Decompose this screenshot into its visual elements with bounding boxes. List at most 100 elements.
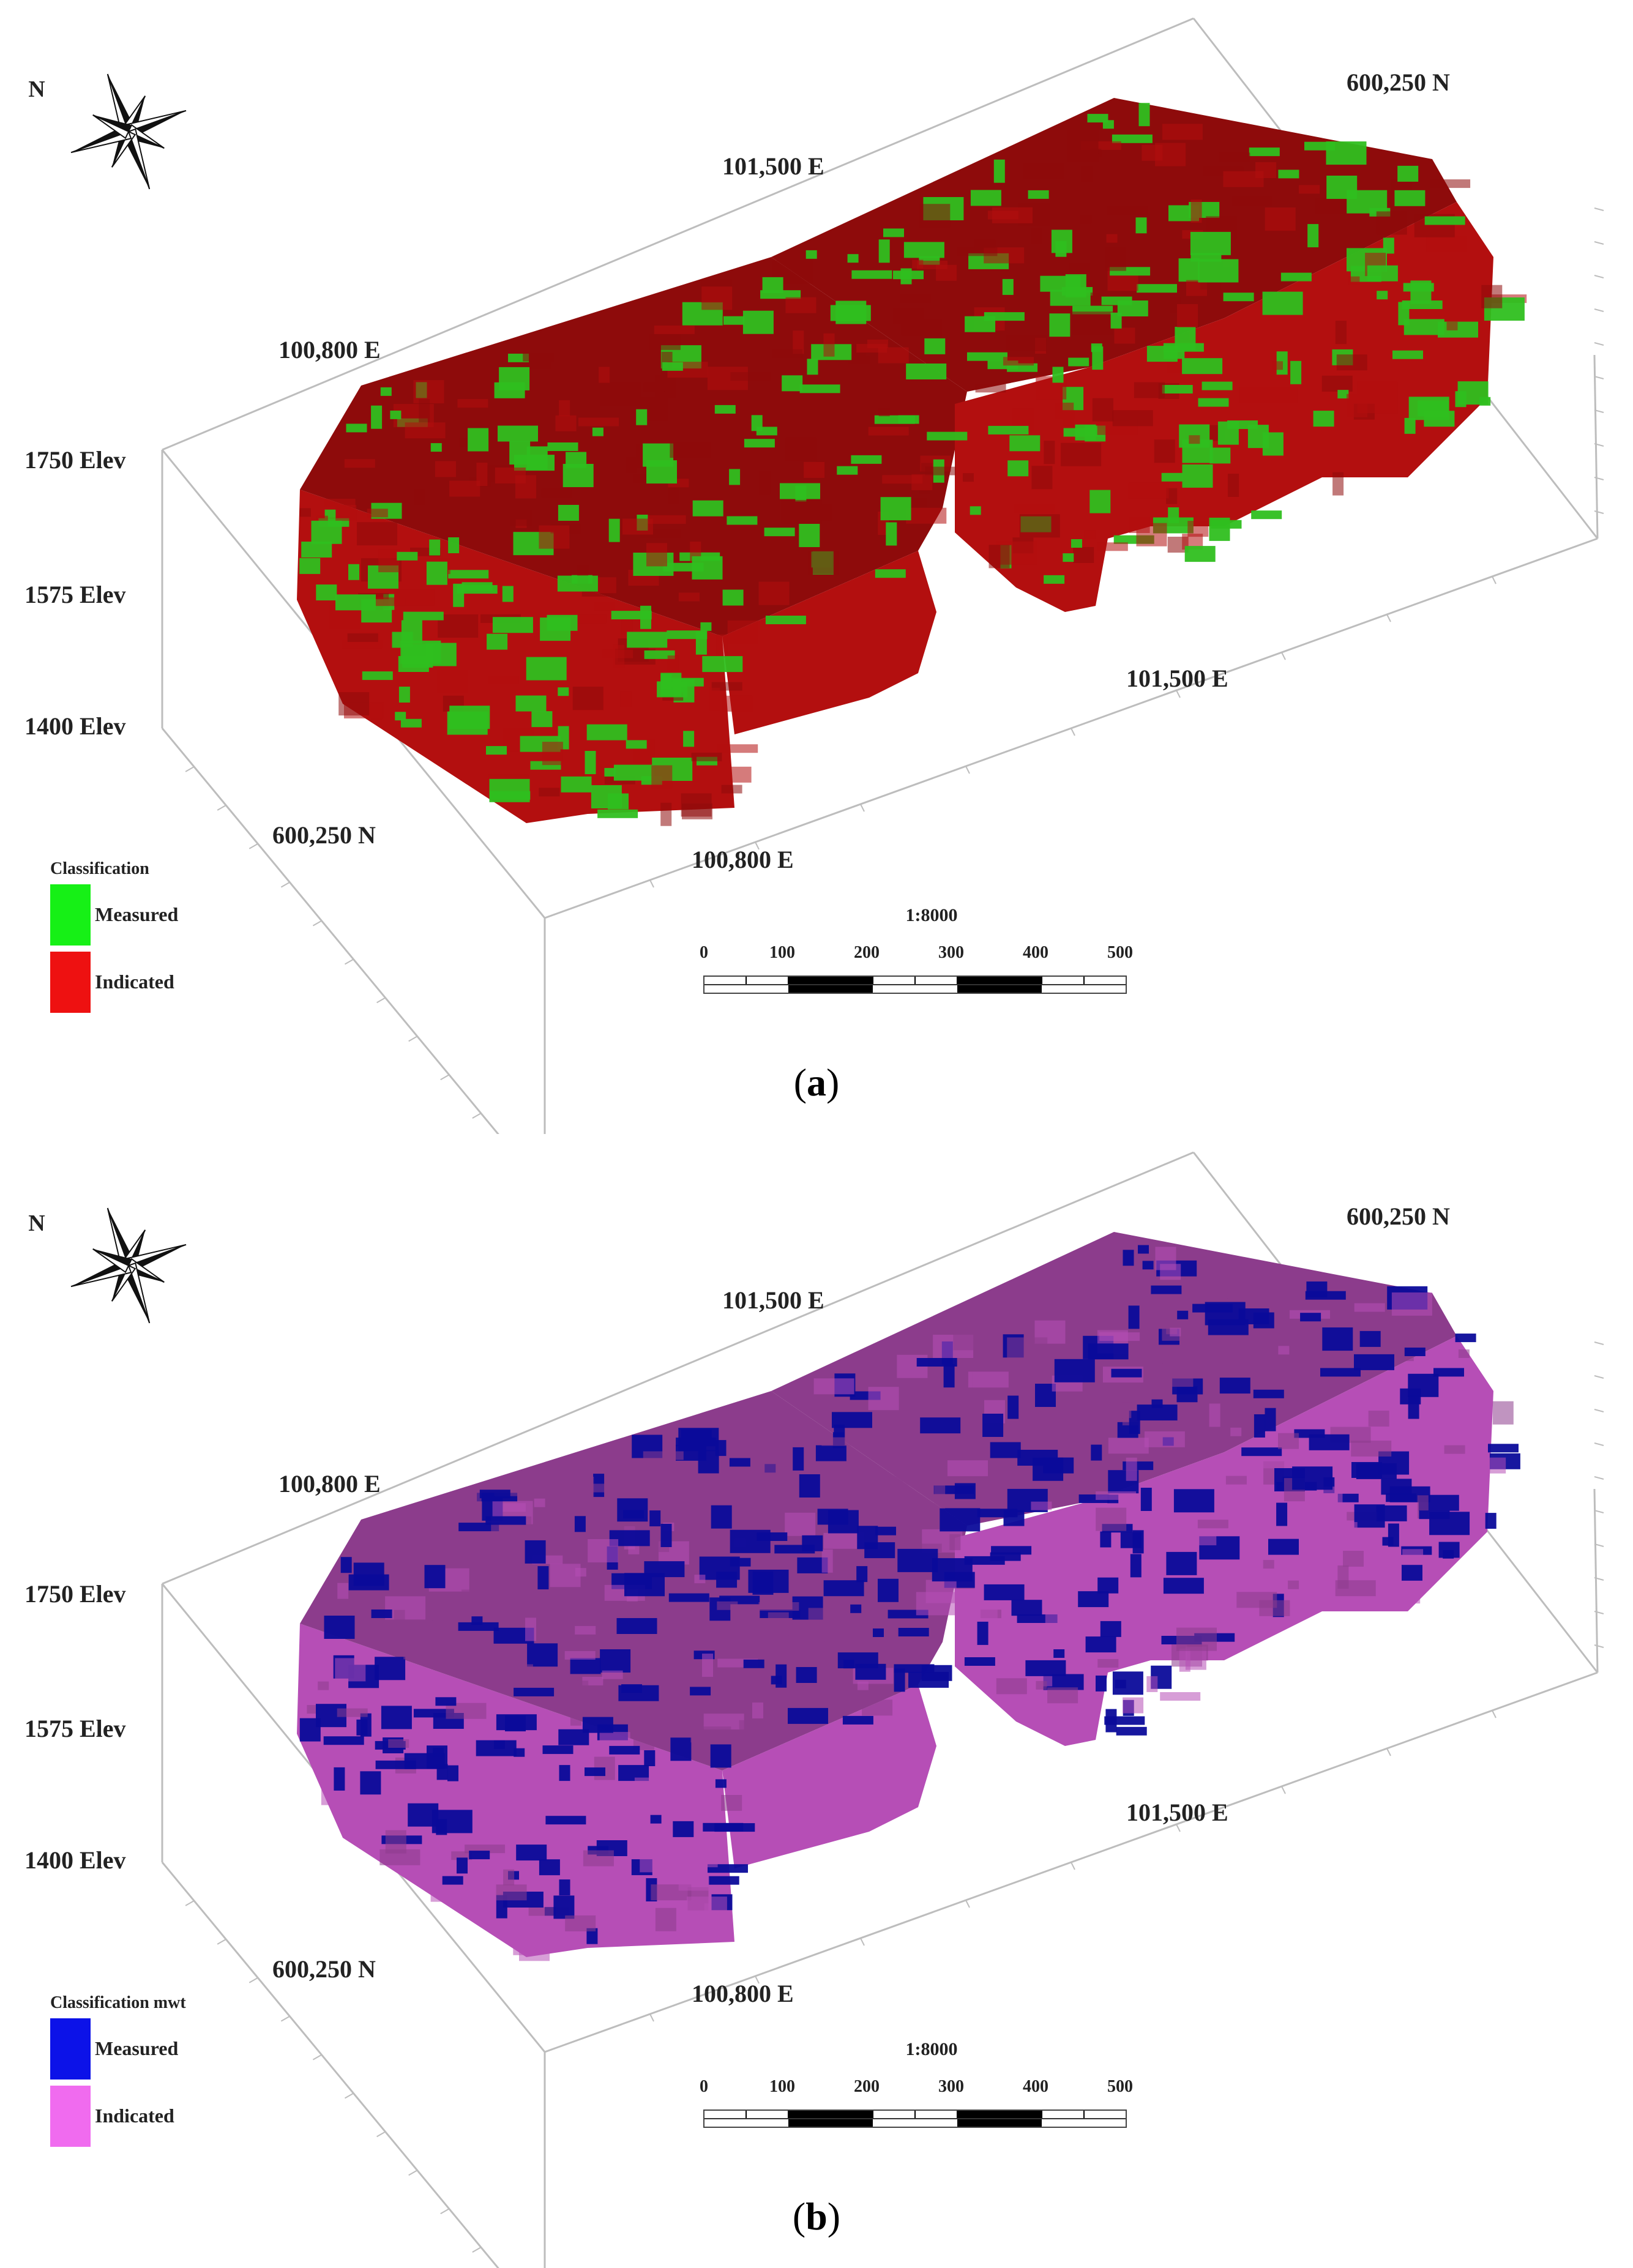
measured-voxel bbox=[493, 1740, 505, 1749]
measured-voxel bbox=[1403, 283, 1434, 292]
axis-tick bbox=[649, 2013, 654, 2022]
measured-voxel bbox=[1354, 1504, 1385, 1528]
indicated-voxel bbox=[1092, 398, 1113, 422]
measured-voxel bbox=[990, 1552, 1021, 1561]
indicated-voxel bbox=[602, 1670, 623, 1679]
measured-voxel bbox=[558, 505, 579, 521]
indicated-voxel bbox=[1112, 410, 1153, 427]
measured-voxel bbox=[714, 1823, 755, 1832]
measured-voxel bbox=[1313, 411, 1334, 427]
indicated-voxel bbox=[1354, 1303, 1385, 1312]
measured-voxel bbox=[557, 575, 598, 592]
easting-label-bottom-right: 101,500 E bbox=[1126, 665, 1228, 692]
measured-voxel bbox=[442, 1876, 463, 1885]
measured-voxel bbox=[392, 632, 413, 648]
axis-tick bbox=[1281, 652, 1286, 660]
indicated-voxel bbox=[1073, 546, 1094, 563]
panel-a: N 101,500 E 600,250 N 100,800 E 101,500 E 100… bbox=[24, 17, 1604, 1134]
indicated-voxel bbox=[1481, 285, 1503, 308]
indicated-voxel bbox=[473, 1858, 504, 1882]
measured-voxel bbox=[1102, 120, 1114, 129]
measured-voxel bbox=[539, 1859, 560, 1876]
indicated-voxel bbox=[594, 602, 615, 611]
measured-voxel bbox=[1168, 507, 1179, 523]
measured-voxel bbox=[817, 1509, 848, 1525]
measured-voxel bbox=[498, 425, 538, 442]
measured-voxel bbox=[458, 1622, 499, 1631]
indicated-voxel bbox=[1315, 198, 1347, 214]
indicated-voxel bbox=[424, 1505, 435, 1515]
indicated-voxel bbox=[717, 744, 758, 753]
indicated-voxel bbox=[1063, 402, 1074, 426]
measured-voxel bbox=[807, 359, 818, 375]
measured-voxel bbox=[505, 1715, 526, 1732]
measured-voxel bbox=[403, 611, 444, 621]
measured-voxel bbox=[1402, 1564, 1422, 1581]
measured-voxel bbox=[426, 561, 447, 585]
indicated-voxel bbox=[1108, 1438, 1149, 1454]
indicated-voxel bbox=[1317, 1522, 1358, 1531]
measured-voxel bbox=[613, 764, 654, 781]
indicated-voxel bbox=[919, 204, 951, 228]
measured-voxel bbox=[502, 586, 514, 602]
indicated-voxel bbox=[717, 1601, 738, 1610]
measured-voxel bbox=[627, 632, 668, 648]
scale-bar: 1:8000 0 100 200 300 400 500 bbox=[700, 905, 1133, 994]
measured-voxel bbox=[559, 1765, 570, 1781]
indicated-voxel bbox=[488, 676, 519, 684]
measured-voxel bbox=[668, 1593, 709, 1602]
indicated-voxel bbox=[600, 382, 641, 406]
measured-voxel bbox=[1105, 1709, 1117, 1733]
indicated-voxel bbox=[585, 1483, 616, 1493]
indicated-voxel bbox=[949, 1534, 961, 1550]
measured-voxel bbox=[499, 367, 530, 390]
measured-voxel bbox=[429, 539, 441, 556]
measured-voxel bbox=[1326, 141, 1367, 165]
axis-tick bbox=[248, 843, 258, 849]
indicated-voxel bbox=[649, 334, 681, 350]
indicated-voxel bbox=[595, 577, 616, 594]
measured-voxel bbox=[1424, 411, 1455, 427]
indicated-voxel bbox=[739, 1720, 760, 1736]
axis-tick bbox=[1594, 1476, 1604, 1480]
legend-title: Classification bbox=[50, 859, 149, 878]
indicated-voxel bbox=[515, 475, 536, 499]
indicated-voxel bbox=[968, 1371, 1009, 1388]
indicated-voxel bbox=[934, 1485, 946, 1509]
measured-voxel bbox=[690, 1687, 711, 1696]
measured-voxel bbox=[348, 564, 359, 580]
axis-tick bbox=[1594, 1611, 1604, 1614]
measured-voxel bbox=[970, 506, 981, 515]
indicated-voxel bbox=[963, 473, 974, 482]
measured-voxel bbox=[390, 410, 402, 419]
measured-voxel bbox=[650, 1815, 662, 1824]
scale-tick-label: 0 bbox=[700, 2077, 708, 2096]
measured-voxel bbox=[695, 631, 707, 655]
measured-voxel bbox=[743, 1659, 764, 1668]
measured-voxel bbox=[990, 1442, 1021, 1458]
indicated-voxel bbox=[541, 488, 572, 498]
measured-voxel bbox=[965, 316, 996, 332]
measured-voxel bbox=[878, 1578, 899, 1602]
indicated-voxel bbox=[1003, 357, 1034, 366]
indicated-voxel bbox=[1190, 200, 1202, 223]
measured-voxel bbox=[448, 570, 489, 579]
indicated-voxel bbox=[1321, 1487, 1343, 1510]
indicated-voxel bbox=[1072, 311, 1113, 335]
indicated-voxel bbox=[1227, 1282, 1258, 1299]
indicated-voxel bbox=[1162, 1363, 1194, 1387]
indicated-voxel bbox=[867, 339, 888, 348]
measured-voxel bbox=[1091, 343, 1102, 353]
measured-voxel bbox=[436, 1764, 448, 1780]
measured-voxel bbox=[608, 793, 629, 810]
indicated-voxel bbox=[503, 1869, 515, 1886]
scale-bar: 1:8000 0 100 200 300 400 500 bbox=[700, 2039, 1133, 2128]
indicated-voxel bbox=[404, 1865, 425, 1874]
measured-voxel bbox=[514, 1687, 555, 1696]
measured-voxel bbox=[1388, 1523, 1399, 1547]
measured-voxel bbox=[1052, 367, 1064, 383]
box-edge bbox=[1593, 354, 1599, 539]
indicated-voxel bbox=[813, 1378, 854, 1395]
indicated-voxel bbox=[721, 1795, 742, 1811]
measured-voxel bbox=[782, 375, 803, 392]
